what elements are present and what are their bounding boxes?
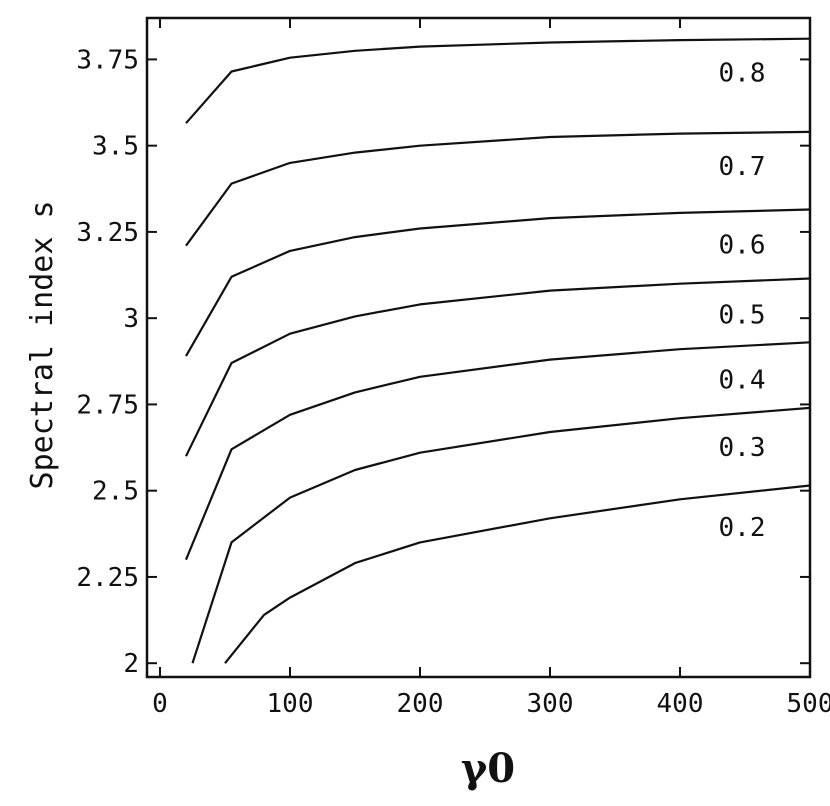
series-line-0.2 xyxy=(224,484,811,664)
y-tick-label: 3.5 xyxy=(92,132,139,162)
series-line-0.6 xyxy=(185,208,811,357)
series-label-0.8: 0.8 xyxy=(719,59,766,89)
x-tick-label: 400 xyxy=(657,689,704,719)
y-tick-label: 3 xyxy=(123,304,139,334)
series-label-0.7: 0.7 xyxy=(719,152,766,182)
x-tick-label: 0 xyxy=(152,689,168,719)
series-label-0.4: 0.4 xyxy=(719,365,766,395)
x-axis-label: γ0 xyxy=(461,745,515,792)
series-label-0.5: 0.5 xyxy=(719,301,766,331)
y-tick-label: 2.25 xyxy=(76,563,139,593)
series-line-0.4 xyxy=(184,341,811,561)
plot-area: 0 100 200 300 400 500 2 2.25 2.5 2.75 3 3.25 3.5 3.75… xyxy=(76,16,830,719)
y-tick-label: 2 xyxy=(123,649,139,679)
x-tick-label: 500 xyxy=(787,689,830,719)
x-tick-label: 100 xyxy=(267,689,314,719)
series-line-0.5 xyxy=(185,277,811,457)
series-line-0.3 xyxy=(191,406,811,664)
series-label-0.2: 0.2 xyxy=(719,513,766,543)
x-tick-label: 200 xyxy=(397,689,444,719)
series-line-0.7 xyxy=(185,130,811,247)
y-tick-label: 3.75 xyxy=(76,45,139,75)
y-tick-label: 2.75 xyxy=(76,390,139,420)
series-label-0.6: 0.6 xyxy=(719,231,766,261)
plot-frame xyxy=(145,16,812,679)
series-label-0.3: 0.3 xyxy=(719,433,766,463)
series-line-0.8 xyxy=(185,37,811,124)
x-tick-label: 300 xyxy=(527,689,574,719)
y-tick-label: 3.25 xyxy=(76,218,139,248)
y-axis-label: Spectral index s xyxy=(25,201,60,490)
y-tick-label: 2.5 xyxy=(92,477,139,507)
